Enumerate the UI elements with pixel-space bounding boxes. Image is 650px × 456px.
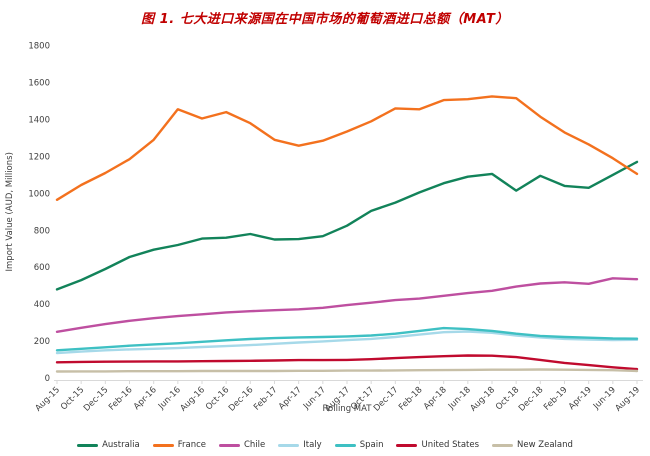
series-line-spain — [55, 326, 639, 352]
series-line-australia — [55, 160, 639, 291]
legend-item-united-states: United States — [396, 440, 479, 450]
legend-label: Spain — [359, 440, 384, 450]
legend-swatch — [77, 443, 99, 447]
x-axis-tick-label: Aug-16 — [178, 385, 207, 414]
legend-item-italy: Italy — [278, 440, 322, 450]
series-line-france — [55, 95, 639, 202]
x-axis-tick-label: Aug-15 — [33, 385, 62, 414]
series-line-new-zealand — [55, 368, 639, 373]
legend-label: United States — [421, 440, 480, 450]
legend-label: New Zealand — [517, 440, 573, 450]
x-axis-tick-label: Feb-19 — [542, 385, 570, 413]
y-axis-tick-label: 400 — [34, 300, 50, 310]
x-axis-tick-label: Dec-18 — [517, 385, 546, 414]
legend-swatch — [218, 443, 240, 447]
legend-swatch — [396, 443, 418, 447]
chart-legend: Australia France Chile Italy Spain United Sta… — [0, 440, 650, 450]
series-line-italy — [55, 330, 639, 355]
x-axis-tick-label: Apr-18 — [422, 385, 449, 412]
legend-item-france: France — [152, 440, 206, 450]
legend-swatch — [152, 443, 174, 447]
series-line-united-states — [55, 354, 639, 371]
legend-swatch — [492, 443, 514, 447]
legend-label: Australia — [102, 440, 140, 450]
x-axis-tick-label: Dec-16 — [227, 385, 256, 414]
y-axis-tick-label: 0 — [45, 374, 50, 384]
y-axis-tick-label: 1800 — [28, 42, 50, 52]
x-axis-tick-label: Oct-16 — [204, 385, 231, 412]
legend-item-chile: Chile — [218, 440, 266, 450]
y-axis-tick-label: 1200 — [28, 152, 50, 162]
legend-label: France — [177, 440, 206, 450]
legend-label: Chile — [243, 440, 266, 450]
y-axis-tick-label: 1400 — [28, 115, 50, 125]
legend-label: Italy — [303, 440, 322, 450]
legend-item-spain: Spain — [334, 440, 384, 450]
x-axis-title: Rolling MAT — [323, 404, 373, 414]
x-axis-tick-label: Feb-18 — [397, 385, 425, 413]
legend-item-new-zealand: New Zealand — [492, 440, 573, 450]
chart-title: 图 1. 七大进口来源国在中国市场的葡萄酒进口总额（MAT） — [141, 12, 509, 27]
x-axis-tick-label: Feb-16 — [107, 385, 135, 413]
y-axis-tick-label: 1000 — [28, 189, 50, 199]
x-axis-tick-label: Aug-18 — [468, 385, 497, 414]
y-axis-tick-label: 800 — [34, 226, 50, 236]
legend-swatch — [278, 443, 300, 447]
x-axis-tick-label: Dec-15 — [82, 385, 111, 414]
y-axis-title: Import Value (AUD, Millions) — [5, 152, 15, 271]
x-axis-tick-label: Dec-17 — [372, 385, 401, 414]
x-axis-tick-label: Oct-18 — [494, 385, 521, 412]
x-axis-tick-label: Aug-19 — [613, 385, 642, 414]
legend-item-australia: Australia — [77, 440, 140, 450]
y-axis-tick-label: 200 — [34, 337, 50, 347]
legend-swatch — [334, 443, 356, 447]
x-axis-tick-label: Apr-19 — [567, 385, 594, 412]
x-axis-tick-label: Feb-17 — [252, 385, 280, 413]
line-chart: 020040060080010001200140016001800Aug-15O… — [5, 42, 643, 414]
x-axis-tick-label: Apr-16 — [132, 385, 159, 412]
x-axis-tick-label: Oct-15 — [59, 385, 86, 412]
y-axis-tick-label: 600 — [34, 263, 50, 273]
x-axis-tick-label: Apr-17 — [277, 385, 304, 412]
series-line-chile — [55, 277, 639, 333]
y-axis-tick-label: 1600 — [28, 79, 50, 89]
